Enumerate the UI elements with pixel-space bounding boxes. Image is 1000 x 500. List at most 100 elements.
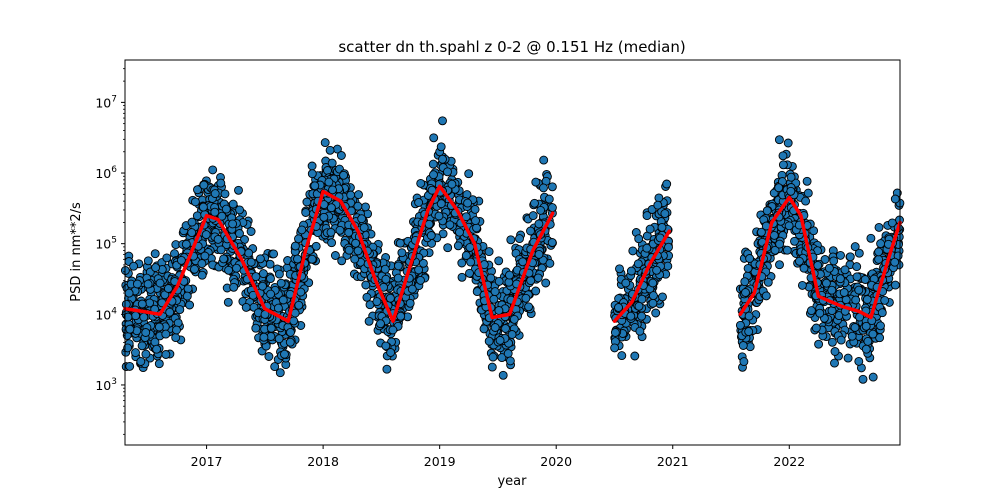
scatter-point bbox=[658, 292, 667, 302]
scatter-point bbox=[199, 180, 209, 190]
scatter-point bbox=[405, 298, 415, 308]
scatter-point bbox=[648, 298, 658, 308]
scatter-point bbox=[802, 176, 812, 186]
scatter-point bbox=[181, 239, 191, 249]
scatter-point bbox=[774, 183, 784, 193]
scatter-point bbox=[840, 265, 850, 275]
scatter-point bbox=[775, 260, 784, 270]
scatter-point bbox=[621, 278, 631, 288]
scatter-point bbox=[235, 205, 245, 215]
scatter-point bbox=[503, 349, 513, 358]
scatter-point bbox=[325, 145, 335, 155]
scatter-point bbox=[323, 166, 332, 175]
scatter-point bbox=[381, 274, 391, 284]
scatter-point bbox=[858, 374, 868, 384]
scatter-point bbox=[302, 197, 312, 207]
scatter-point bbox=[273, 303, 283, 313]
scatter-point bbox=[486, 273, 496, 283]
scatter-point bbox=[875, 333, 885, 343]
scatter-point bbox=[634, 234, 644, 244]
scatter-point bbox=[129, 261, 139, 271]
scatter-point bbox=[526, 276, 536, 286]
chart-title: scatter dn th.spahl z 0-2 @ 0.151 Hz (me… bbox=[338, 38, 685, 56]
scatter-point bbox=[852, 262, 862, 272]
scatter-point bbox=[327, 238, 337, 248]
scatter-point bbox=[407, 284, 417, 294]
scatter-point bbox=[652, 265, 662, 275]
scatter-point bbox=[395, 238, 405, 248]
scatter-point bbox=[123, 343, 133, 353]
scatter-point bbox=[505, 270, 514, 280]
scatter-point bbox=[836, 250, 845, 260]
scatter-point bbox=[820, 255, 830, 264]
scatter-point bbox=[213, 234, 223, 244]
scatter-point bbox=[794, 256, 804, 266]
scatter-point bbox=[165, 307, 175, 317]
scatter-point bbox=[125, 324, 135, 334]
scatter-point bbox=[278, 295, 288, 305]
scatter-point bbox=[610, 328, 620, 337]
scatter-point bbox=[219, 254, 229, 264]
scatter-point bbox=[216, 245, 226, 255]
scatter-point bbox=[472, 223, 481, 233]
scatter-point bbox=[472, 287, 482, 297]
scatter-point bbox=[228, 219, 238, 229]
scatter-point bbox=[259, 332, 269, 342]
plot-area-frame bbox=[124, 59, 901, 446]
scatter-point bbox=[797, 280, 807, 290]
scatter-point bbox=[275, 368, 285, 378]
scatter-point bbox=[141, 328, 151, 337]
scatter-point bbox=[251, 272, 261, 282]
scatter-point bbox=[617, 351, 627, 361]
scatter-point bbox=[744, 327, 754, 337]
scatter-point bbox=[637, 311, 647, 321]
x-tick-label: 2022 bbox=[773, 454, 805, 469]
scatter-point bbox=[815, 308, 825, 318]
scatter-point bbox=[830, 358, 839, 368]
scatter-point bbox=[745, 254, 755, 263]
scatter-point bbox=[416, 178, 426, 188]
scatter-point bbox=[270, 362, 280, 372]
scatter-point bbox=[505, 356, 515, 366]
scatter-point bbox=[145, 298, 155, 308]
scatter-point bbox=[854, 248, 864, 258]
scatter-point bbox=[258, 269, 268, 279]
scatter-point bbox=[311, 241, 321, 251]
scatter-point bbox=[770, 245, 780, 255]
scatter-point bbox=[539, 183, 548, 193]
scatter-point bbox=[438, 116, 447, 126]
scatter-point bbox=[490, 323, 500, 332]
scatter-point bbox=[154, 322, 164, 332]
scatter-point bbox=[361, 202, 370, 212]
scatter-point bbox=[241, 302, 251, 312]
scatter-point bbox=[528, 211, 538, 221]
scatter-point bbox=[131, 348, 140, 358]
scatter-point bbox=[786, 172, 796, 182]
scatter-point bbox=[251, 323, 261, 333]
scatter-point bbox=[185, 300, 195, 310]
scatter-point bbox=[183, 284, 193, 294]
scatter-point bbox=[847, 331, 857, 341]
scatter-point bbox=[294, 300, 304, 310]
scatter-point bbox=[854, 356, 864, 366]
scatter-point bbox=[359, 223, 369, 233]
scatter-point bbox=[610, 343, 620, 353]
scatter-point bbox=[534, 219, 544, 229]
scatter-point bbox=[845, 252, 855, 262]
scatter-point bbox=[350, 254, 360, 264]
scatter-point bbox=[830, 347, 840, 356]
scatter-point bbox=[463, 198, 473, 208]
scatter-point bbox=[635, 326, 645, 336]
scatter-point bbox=[163, 284, 173, 293]
scatter-point bbox=[232, 263, 241, 273]
scatter-point bbox=[814, 339, 824, 349]
scatter-point bbox=[141, 349, 151, 359]
scatter-point bbox=[663, 261, 673, 271]
scatter-point bbox=[445, 220, 455, 230]
scatter-point bbox=[171, 333, 181, 343]
median-line bbox=[123, 184, 555, 323]
scatter-point bbox=[274, 269, 284, 279]
scatter-point bbox=[827, 306, 837, 316]
scatter-point bbox=[545, 258, 555, 268]
scatter-point bbox=[154, 359, 164, 369]
